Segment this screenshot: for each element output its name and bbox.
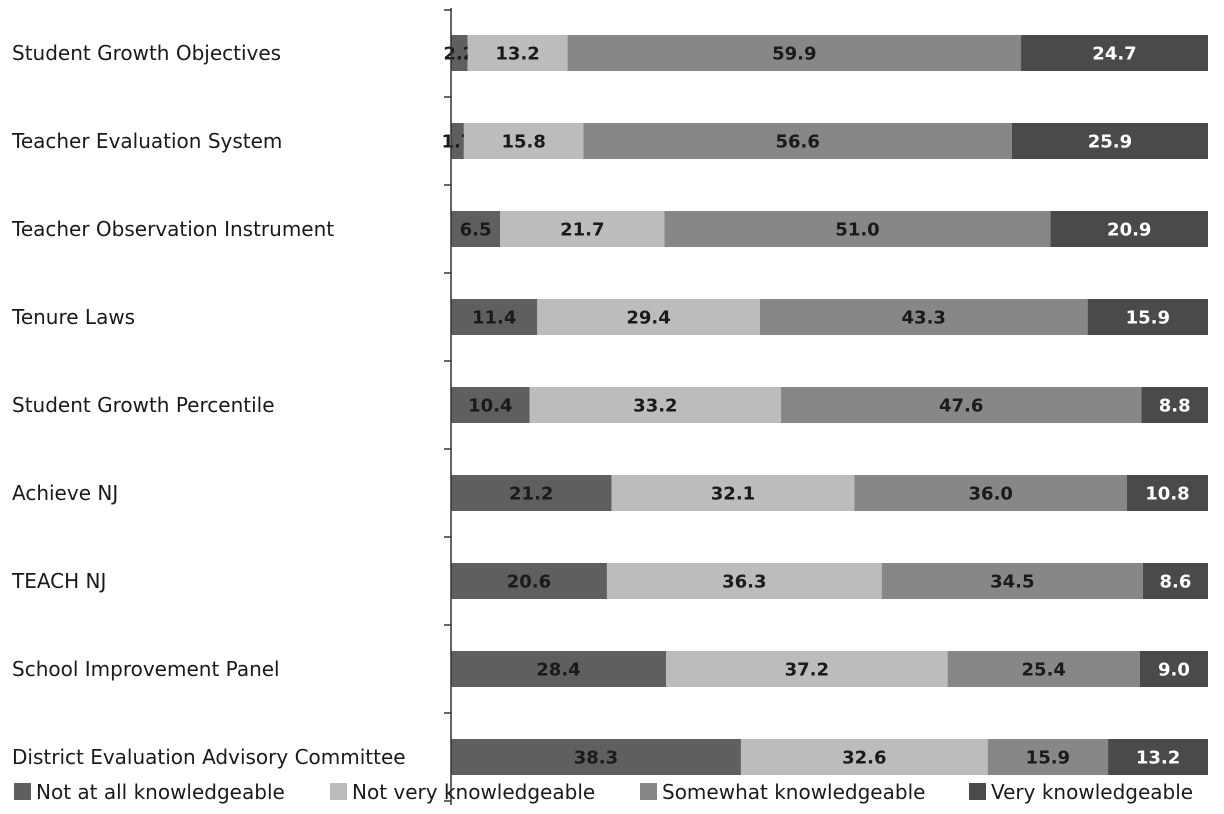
data-label: 38.3	[574, 748, 618, 769]
bars-layer: 2.2 13.2 59.9 24.71.7 15.8 56.6 25.96.5 21.7 51.…	[441, 35, 1208, 775]
category-axis	[444, 8, 451, 805]
data-label: 28.4	[536, 660, 580, 681]
data-label: 32.1	[711, 484, 755, 505]
legend-label: Not at all knowledgeable	[36, 780, 285, 804]
data-label: 56.6	[775, 132, 819, 153]
category-label: School Improvement Panel	[12, 657, 280, 681]
data-label: 25.4	[1022, 660, 1066, 681]
data-label: 15.8	[501, 132, 545, 153]
legend-swatch	[14, 783, 31, 800]
category-label: TEACH NJ	[11, 569, 106, 593]
category-label: Teacher Evaluation System	[11, 129, 282, 153]
data-label: 15.9	[1026, 748, 1070, 769]
data-label: 13.2	[495, 44, 539, 65]
data-label: 25.9	[1088, 132, 1132, 153]
category-label: Tenure Laws	[11, 305, 135, 329]
data-label: 20.9	[1107, 220, 1151, 241]
data-label: 36.3	[722, 572, 766, 593]
legend-label: Very knowledgeable	[991, 780, 1193, 804]
data-label: 21.7	[560, 220, 604, 241]
data-label: 47.6	[939, 396, 983, 417]
data-label: 32.6	[842, 748, 886, 769]
data-label: 13.2	[1136, 748, 1180, 769]
data-label: 29.4	[626, 308, 670, 329]
data-label: 51.0	[835, 220, 879, 241]
legend-label: Not very knowledgeable	[352, 780, 595, 804]
data-label: 43.3	[902, 308, 946, 329]
data-label: 10.8	[1145, 484, 1189, 505]
legend-swatch	[969, 783, 986, 800]
legend: Not at all knowledgeable Not very knowled…	[14, 780, 1193, 804]
data-label: 10.4	[468, 396, 512, 417]
data-label: 11.4	[472, 308, 516, 329]
legend-swatch	[640, 783, 657, 800]
data-label: 15.9	[1126, 308, 1170, 329]
data-label: 6.5	[460, 220, 492, 241]
data-label: 34.5	[990, 572, 1034, 593]
data-label: 33.2	[633, 396, 677, 417]
legend-swatch	[330, 783, 347, 800]
category-labels: Student Growth Objectives Teacher Evaluat…	[11, 41, 406, 769]
data-label: 20.6	[507, 572, 551, 593]
data-label: 9.0	[1158, 660, 1190, 681]
data-label: 36.0	[969, 484, 1013, 505]
data-label: 24.7	[1092, 44, 1136, 65]
category-label: Student Growth Percentile	[12, 393, 275, 417]
data-label: 59.9	[772, 44, 816, 65]
category-label: District Evaluation Advisory Committee	[12, 745, 406, 769]
data-label: 8.8	[1159, 396, 1191, 417]
category-label: Achieve NJ	[12, 481, 118, 505]
legend-label: Somewhat knowledgeable	[662, 780, 925, 804]
category-label: Student Growth Objectives	[12, 41, 281, 65]
data-label: 8.6	[1160, 572, 1192, 593]
category-label: Teacher Observation Instrument	[11, 217, 334, 241]
data-label: 21.2	[509, 484, 553, 505]
data-label: 37.2	[785, 660, 829, 681]
